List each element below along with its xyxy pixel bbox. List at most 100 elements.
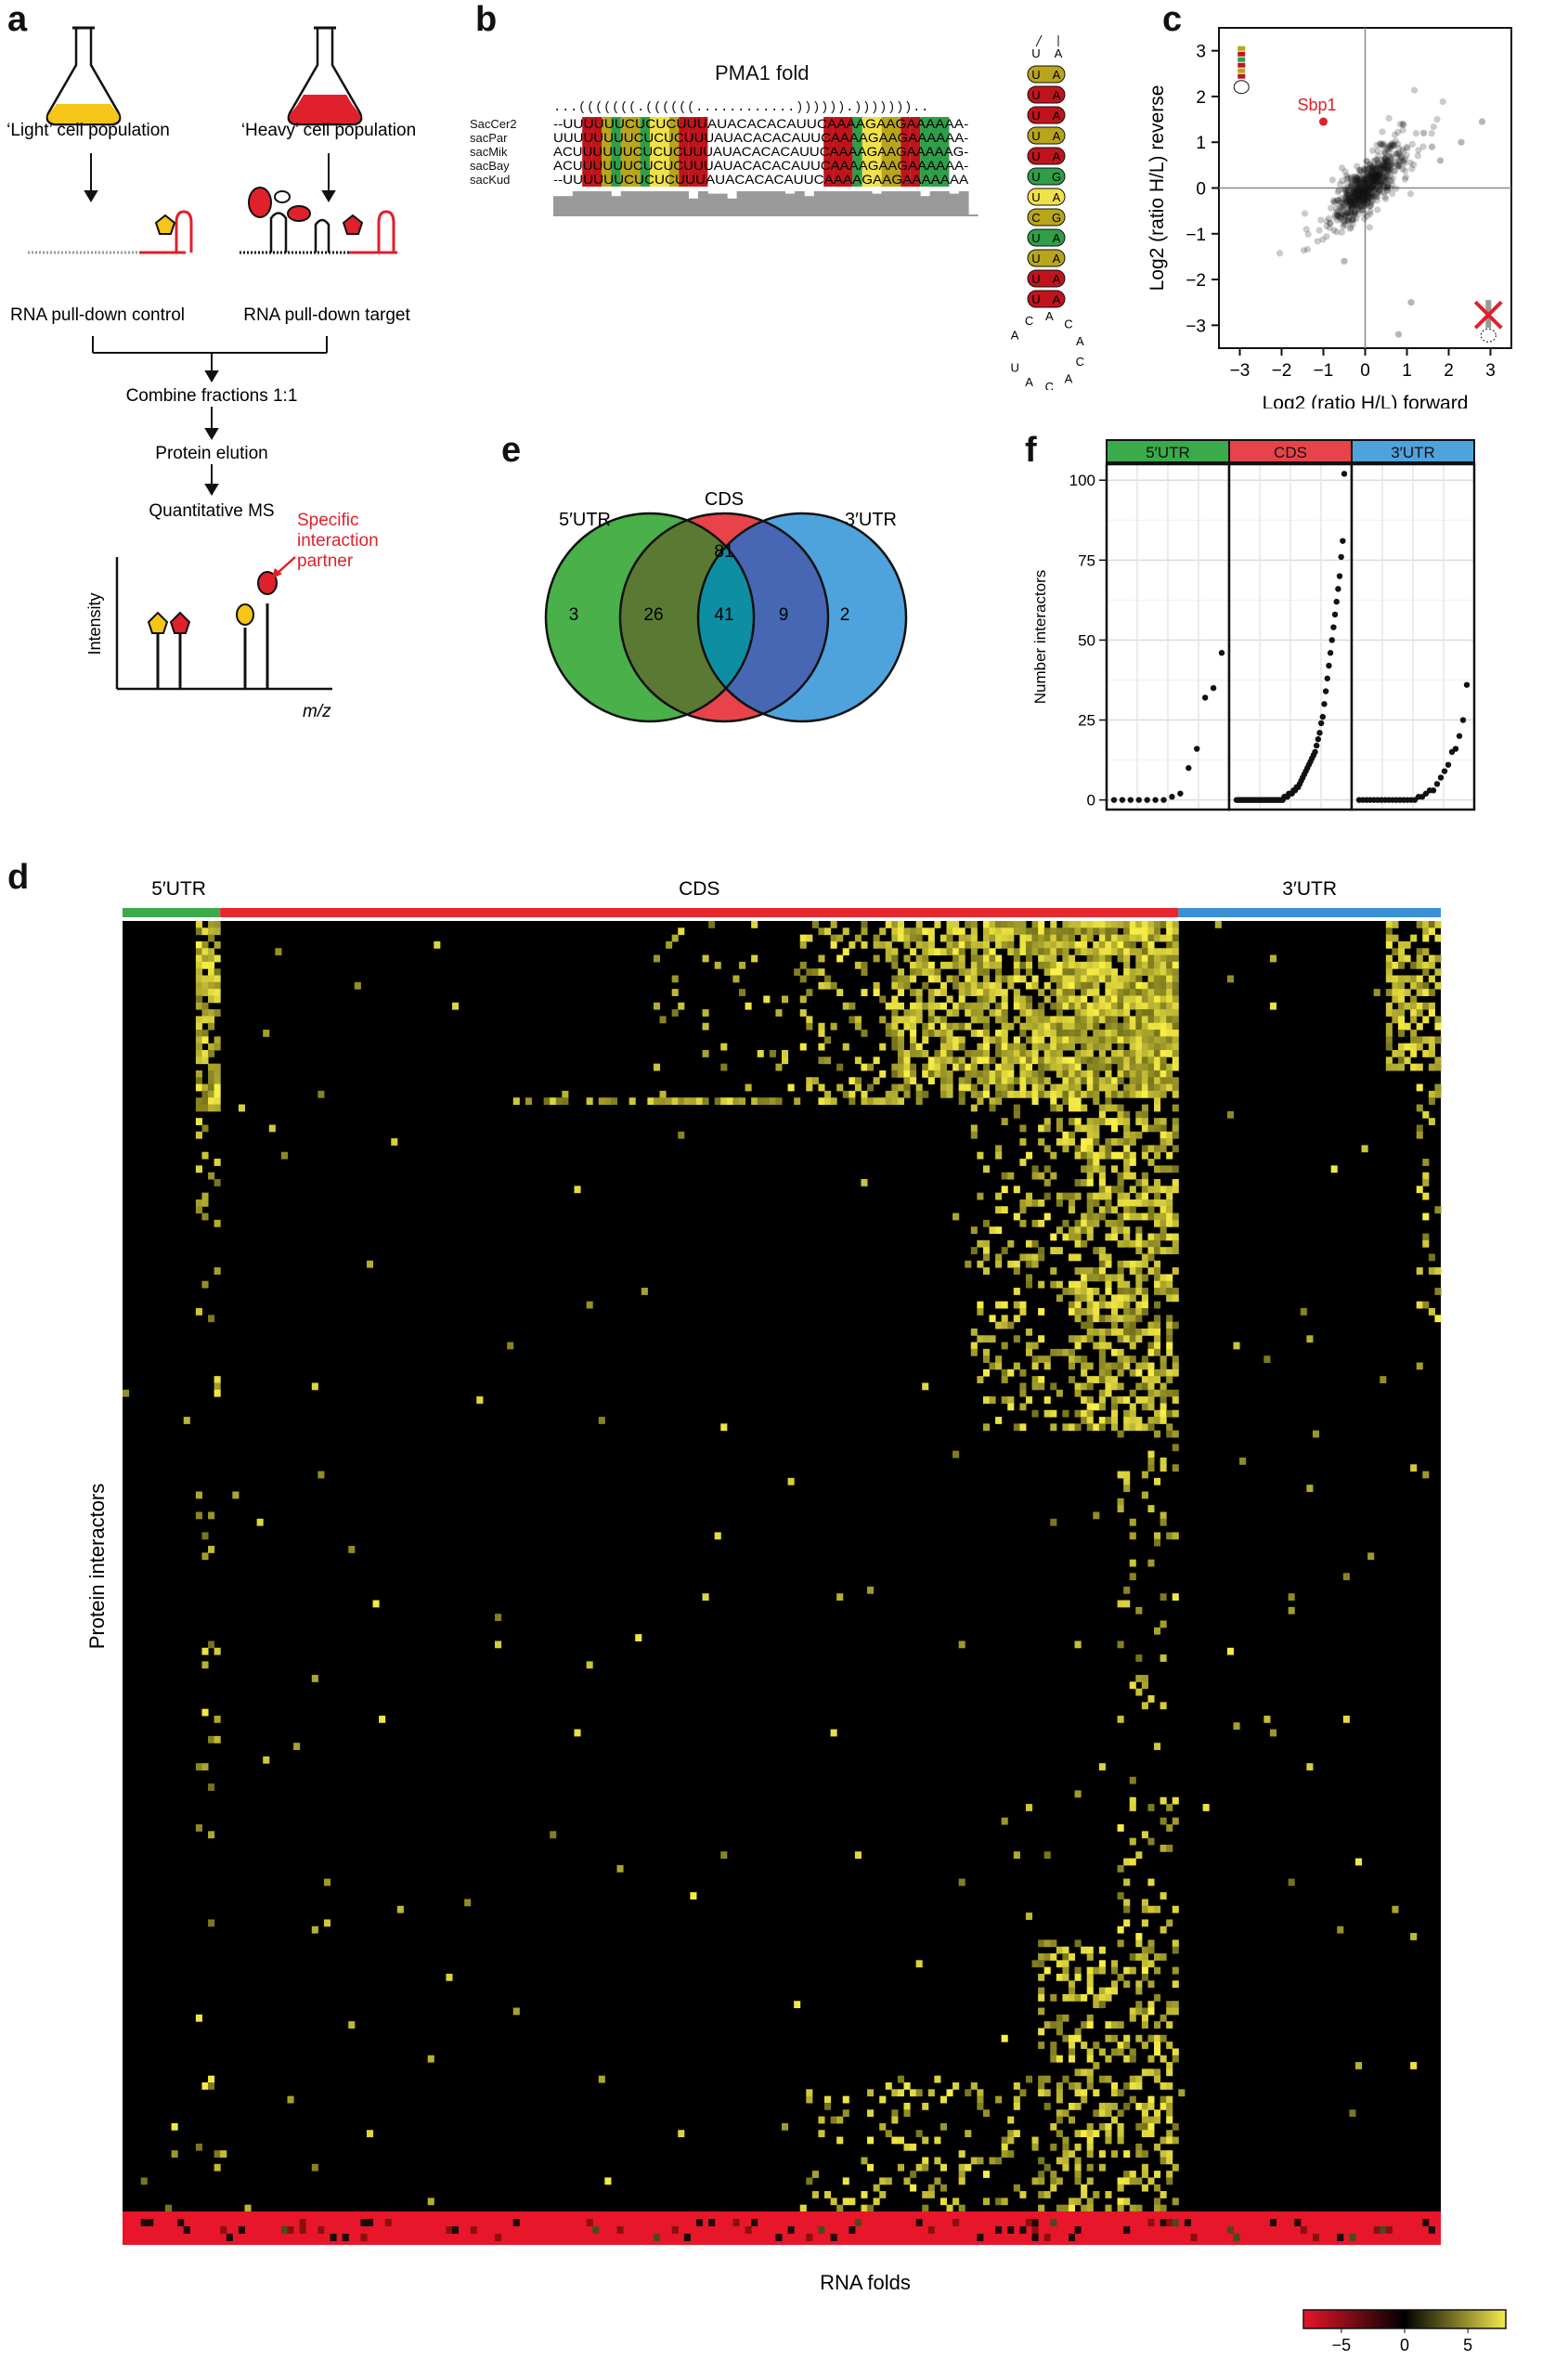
scatter-point	[1394, 140, 1402, 148]
heatmap-cell	[1117, 1348, 1124, 1356]
scatter-point	[1360, 182, 1368, 189]
hairpin-base-right: A	[1053, 190, 1061, 204]
scatter-point	[1406, 159, 1414, 166]
scatter-point	[1368, 197, 1376, 204]
heatmap-cell	[1416, 1043, 1423, 1051]
heatmap-cell	[1160, 954, 1167, 963]
heatmap-cell	[1172, 1532, 1179, 1540]
heatmap-cell	[1300, 1308, 1307, 1316]
heatmap-cell	[1111, 1966, 1119, 1975]
heatmap-cell	[1154, 1389, 1161, 1397]
heatmap-cell	[1086, 1301, 1094, 1309]
heatmap-cell	[1062, 1036, 1069, 1044]
d-x-axis-label: RNA folds	[820, 2271, 911, 2294]
heatmap-cell	[1434, 1016, 1442, 1024]
heatmap-cell	[970, 2082, 978, 2090]
heatmap-cell	[1019, 1159, 1027, 1166]
heatmap-cell	[1019, 1043, 1027, 1051]
f-point	[1317, 720, 1325, 727]
heatmap-cell	[1385, 961, 1393, 969]
heatmap-cell	[1074, 2198, 1082, 2206]
heatmap-cell	[1160, 968, 1167, 977]
heatmap-cell	[1160, 1145, 1167, 1153]
heatmap-cell	[311, 1926, 318, 1934]
heatmap-cell	[1019, 1002, 1027, 1010]
heatmap-cell	[915, 2130, 923, 2138]
light-flask-icon	[45, 26, 122, 126]
heatmap-cell	[1098, 1118, 1106, 1125]
scatter-point	[1374, 173, 1382, 181]
heatmap-cell	[1105, 1417, 1112, 1424]
heatmap-cell	[1038, 940, 1045, 949]
heatmap-cell	[970, 1083, 978, 1092]
heatmap-cell	[1081, 2095, 1088, 2104]
heatmap-cell	[1160, 1009, 1167, 1017]
heatmap-cell	[1123, 1036, 1131, 1044]
heatmap-cell	[1038, 989, 1045, 996]
scatter-point	[1354, 174, 1361, 181]
heatmap-cell	[1093, 1267, 1100, 1275]
heatmap-cell	[1086, 1382, 1094, 1391]
scatter-point	[1351, 173, 1359, 180]
heatmap-cell	[1001, 1186, 1008, 1194]
heatmap-cell	[1117, 1070, 1124, 1078]
heatmap-cell	[1166, 1050, 1173, 1057]
heatmap-cell	[1038, 1355, 1045, 1364]
heatmap-cell	[970, 1131, 978, 1139]
heatmap-cell	[208, 975, 215, 983]
heatmap-cell	[940, 1043, 947, 1051]
heatmap-cell	[842, 2177, 849, 2185]
heatmap-cell	[195, 1308, 202, 1316]
heatmap-cell	[958, 1063, 965, 1071]
scatter-point	[1369, 170, 1377, 177]
scatter-point	[1358, 189, 1366, 197]
heatmap-cell	[1172, 1239, 1179, 1248]
scatter-point	[1390, 141, 1398, 149]
heatmap-cell	[891, 2089, 899, 2097]
heatmap-cell	[1105, 1097, 1112, 1106]
heatmap-cell	[1086, 1063, 1094, 1071]
heatmap-cell	[1129, 1043, 1136, 1051]
heatmap-cell	[958, 2150, 965, 2158]
heatmap-cell	[1141, 2021, 1148, 2029]
heatmap-cell	[970, 921, 978, 928]
heatmap-cell	[1062, 2034, 1069, 2042]
heatmap-cell	[1062, 1097, 1069, 1106]
scatter-point	[1349, 189, 1356, 198]
heatmap-cell	[1135, 1980, 1143, 1989]
heatmap-cell	[982, 1016, 991, 1024]
heatmap-cell	[952, 954, 960, 963]
heatmap-cell	[1397, 1030, 1406, 1037]
heatmap-cell	[1166, 1165, 1173, 1174]
heatmap-cell	[1288, 1593, 1295, 1601]
heatmap-cell	[970, 981, 978, 990]
heatmap-cell	[1068, 1335, 1076, 1343]
heatmap-cell	[702, 1593, 709, 1601]
scatter-point	[1361, 201, 1369, 209]
heatmap-cell	[201, 1647, 209, 1655]
heatmap-cell	[1141, 1308, 1148, 1316]
heatmap-cell	[1038, 1036, 1045, 1044]
heatmap-cell	[1074, 1070, 1082, 1078]
heatmap-cell	[1043, 1022, 1051, 1031]
heatmap-cell	[1135, 1009, 1143, 1017]
heatmap-cell	[1135, 1090, 1143, 1098]
heatmap-cell	[1098, 1417, 1106, 1424]
heatmap-cell	[922, 2204, 929, 2212]
heatmap-cell	[1166, 1348, 1173, 1356]
scatter-point	[1351, 196, 1358, 203]
heatmap-cell	[1129, 2075, 1136, 2083]
heatmap-cell	[1172, 1267, 1179, 1275]
heatmap-cell	[830, 2116, 837, 2124]
heatmap-cell	[1166, 1315, 1173, 1323]
heatmap-cell	[1141, 1946, 1148, 1954]
heatmap-cell	[1135, 1247, 1143, 1254]
heatmap-cell	[1001, 940, 1008, 949]
scatter-point	[1344, 190, 1352, 198]
heatmap-cell	[201, 1097, 209, 1106]
heatmap-cell	[1117, 948, 1124, 956]
heatmap-cell	[1135, 1233, 1143, 1241]
heatmap-cell	[1166, 2157, 1173, 2165]
heatmap-cell	[1093, 2089, 1100, 2097]
heatmap-cell	[977, 2157, 984, 2165]
